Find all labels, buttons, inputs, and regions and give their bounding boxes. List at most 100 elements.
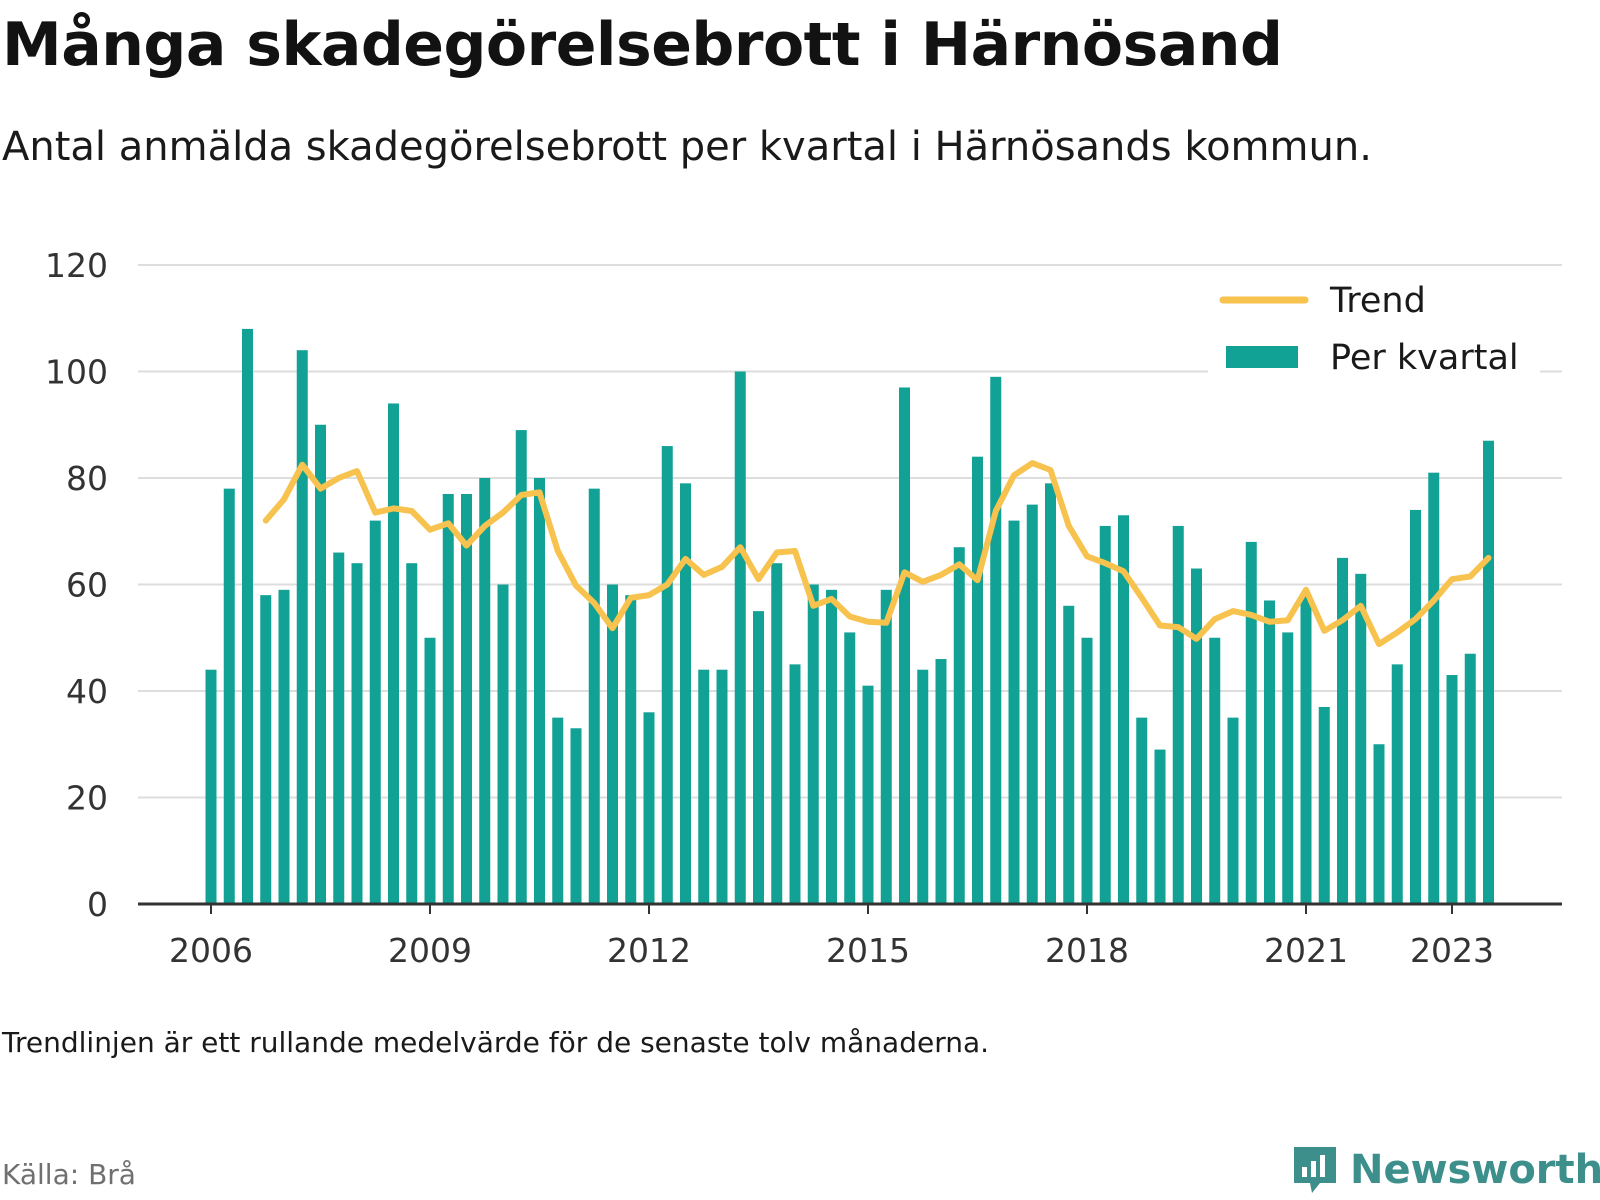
y-tick-label: 100 (45, 353, 108, 392)
bar-series (205, 328, 1494, 905)
source-credit: Källa: Brå (2, 1158, 136, 1191)
bar (807, 584, 819, 904)
chart-title: Många skadegörelsebrott i Härnösand (2, 10, 1283, 80)
bar (1391, 664, 1403, 904)
bar (351, 563, 363, 904)
y-tick-label: 40 (66, 672, 108, 711)
bar (278, 589, 290, 904)
bar (1209, 637, 1221, 904)
bar (880, 589, 892, 904)
bar (424, 637, 436, 904)
bar (1026, 504, 1038, 904)
bar (844, 632, 856, 904)
bar (1464, 653, 1476, 904)
bar (899, 387, 910, 905)
bar (935, 659, 947, 904)
y-tick-label: 20 (66, 779, 108, 818)
bar (1045, 483, 1056, 904)
bar (698, 669, 710, 904)
bar (1245, 541, 1257, 904)
bar (1410, 509, 1421, 904)
x-tick-label: 2023 (1410, 931, 1494, 970)
bar (315, 424, 326, 904)
bar (862, 685, 874, 904)
bar (1227, 717, 1239, 904)
bar (260, 595, 272, 904)
bar (990, 376, 1002, 904)
bar (442, 493, 454, 904)
bar (1154, 749, 1166, 904)
bar (1318, 706, 1330, 904)
y-tick-label: 80 (66, 459, 108, 498)
bar (515, 430, 527, 904)
brand-logo: Newsworthy (1290, 1140, 1600, 1200)
bar (588, 488, 600, 904)
bar (625, 595, 637, 904)
bar (497, 584, 509, 904)
axes: 0 20 40 60 80 100 120 2006 2009 2012 2015 2018 2021 2… (45, 246, 1562, 970)
bar (734, 371, 746, 904)
bar (406, 563, 418, 904)
bar (552, 717, 564, 904)
bar (296, 350, 308, 904)
x-tick-label: 2006 (169, 931, 253, 970)
legend: Trend Per kvartal (1208, 272, 1540, 378)
legend-bar-label: Per kvartal (1330, 338, 1519, 378)
bar (570, 728, 582, 904)
bar (953, 547, 965, 904)
bar (680, 483, 691, 904)
trend-series (262, 460, 1492, 648)
x-tick-label: 2021 (1264, 931, 1348, 970)
bar (205, 669, 217, 904)
y-tick-label: 0 (87, 885, 108, 924)
chart-subtitle: Antal anmälda skadegörelsebrott per kvar… (2, 124, 1372, 170)
bar (534, 478, 545, 904)
bar (223, 488, 235, 904)
footnote: Trendlinjen är ett rullande medelvärde f… (2, 1026, 990, 1059)
bar (1355, 573, 1367, 904)
bar (479, 478, 491, 904)
bar (1063, 605, 1075, 904)
bar (643, 712, 655, 904)
bar (607, 584, 618, 904)
bar (242, 328, 253, 904)
bar (716, 669, 728, 904)
bar (1081, 637, 1093, 904)
bar (1446, 675, 1458, 904)
legend-trend-label: Trend (1329, 281, 1426, 321)
bar (369, 520, 381, 904)
legend-bar-swatch (1226, 346, 1298, 368)
bar (826, 589, 837, 904)
bar (1282, 632, 1294, 904)
bar (917, 669, 929, 904)
x-tick-label: 2009 (388, 931, 472, 970)
bar (461, 493, 472, 904)
bar (1300, 595, 1312, 904)
bar (972, 456, 983, 904)
bar (333, 552, 345, 904)
bar (1008, 520, 1020, 904)
bar (1428, 472, 1440, 904)
x-tick-label: 2012 (607, 931, 691, 970)
newsworthy-icon (1294, 1147, 1336, 1193)
bar (1172, 525, 1184, 904)
x-tick-label: 2015 (826, 931, 910, 970)
trend-line (262, 460, 1492, 648)
y-tick-label: 60 (66, 566, 108, 605)
bar (388, 403, 399, 904)
bar (1264, 600, 1275, 904)
chart-area: 0 20 40 60 80 100 120 2006 2009 2012 2015 2018 2021 2… (45, 246, 1562, 970)
bar (789, 664, 801, 904)
bar (1099, 525, 1111, 904)
brand-name: Newsworthy (1350, 1147, 1600, 1193)
bar (1118, 515, 1129, 904)
bar (661, 446, 673, 904)
x-tick-label: 2018 (1045, 931, 1129, 970)
bar (1483, 440, 1494, 904)
bar (1373, 744, 1385, 904)
bar (1337, 557, 1348, 904)
bar (1191, 568, 1202, 904)
bar (1136, 717, 1148, 904)
y-tick-label: 120 (45, 246, 108, 285)
bar (753, 611, 764, 904)
